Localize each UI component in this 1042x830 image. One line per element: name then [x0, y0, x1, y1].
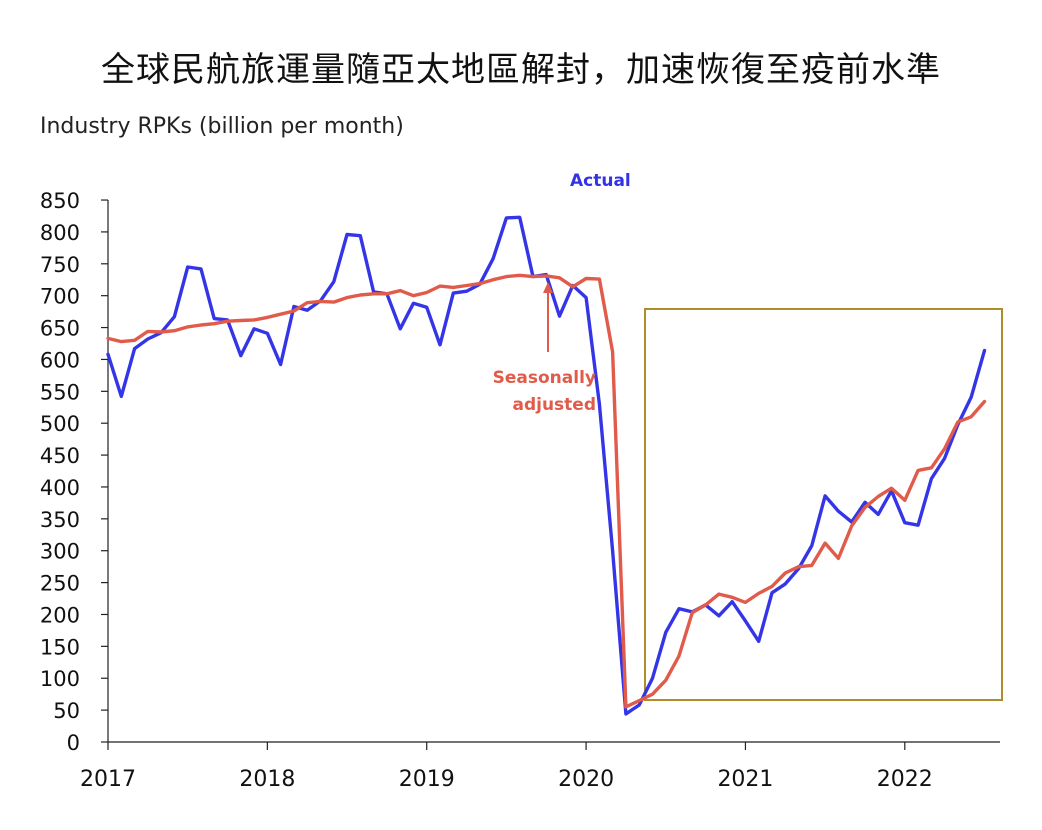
y-tick-label: 350: [40, 508, 80, 532]
sa-series-label-line1: Seasonally: [493, 368, 596, 388]
y-tick-label: 200: [40, 603, 80, 627]
y-tick-label: 550: [40, 380, 80, 404]
chart-title: 全球民航旅運量隨亞太地區解封，加速恢復至疫前水準: [101, 50, 941, 90]
y-tick-label: 700: [40, 285, 80, 309]
x-tick-label: 2018: [239, 767, 295, 792]
recovery-highlight-box: [644, 308, 1003, 701]
actual-series-label: Actual: [570, 171, 631, 191]
y-tick-label: 400: [40, 476, 80, 500]
y-tick-label: 50: [53, 699, 80, 723]
y-tick-label: 850: [40, 189, 80, 213]
x-tick-label: 2019: [399, 767, 455, 792]
series-layer: [106, 215, 987, 716]
y-tick-label: 650: [40, 317, 80, 341]
y-tick-label: 250: [40, 572, 80, 596]
y-axis: 0 50 100 150 200 250 300 350 400 450 500 550 600 650 7…: [40, 189, 109, 755]
y-tick-label: 150: [40, 635, 80, 659]
x-tick-label: 2021: [717, 767, 773, 792]
y-tick-label: 100: [40, 667, 80, 691]
y-tick-label: 450: [40, 444, 80, 468]
x-axis: 2017 2018 2019 2020 2021 2022: [80, 741, 1000, 792]
x-tick-label: 2017: [80, 767, 136, 792]
sa-series-label-line2: adjusted: [512, 395, 596, 415]
y-tick-label: 600: [40, 348, 80, 372]
y-axis-label: Industry RPKs (billion per month): [40, 114, 404, 139]
y-tick-label: 800: [40, 221, 80, 245]
y-tick-label: 300: [40, 540, 80, 564]
x-tick-label: 2020: [558, 767, 614, 792]
sa-annotation-arrow-head: [543, 282, 553, 293]
y-tick-label: 500: [40, 412, 80, 436]
y-tick-label: 750: [40, 253, 80, 277]
x-tick-label: 2022: [877, 767, 933, 792]
y-tick-label: 0: [67, 731, 80, 755]
seasonally-adjusted-series-line: [106, 273, 987, 709]
